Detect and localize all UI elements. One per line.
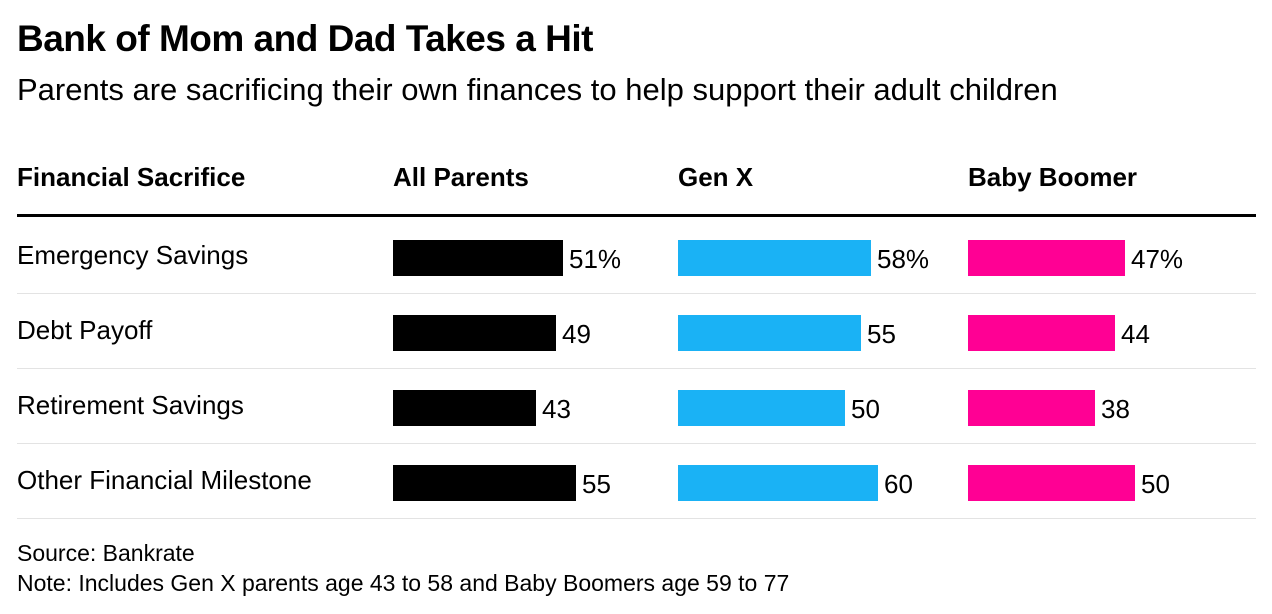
series-header-baby-boomer: Baby Boomer [968,162,1138,192]
data-label: 43 [542,394,571,424]
category-label: Retirement Savings [17,390,244,420]
data-label: 38 [1101,394,1130,424]
footnote: Note: Includes Gen X parents age 43 to 5… [17,570,790,596]
category-column-header: Financial Sacrifice [17,162,246,192]
series-header-gen-x: Gen X [678,162,754,192]
row-divider [17,293,1256,294]
header-divider [17,214,1256,217]
data-label: 55 [867,319,896,349]
data-label: 49 [562,319,591,349]
row-divider [17,368,1256,369]
chart-title: Bank of Mom and Dad Takes a Hit [17,18,593,59]
category-label: Emergency Savings [17,240,249,270]
source-note: Source: Bankrate [17,540,195,566]
data-label: 55 [582,469,611,499]
data-label: 51% [569,244,622,274]
bar-all-parents [393,390,536,426]
bar-baby-boomer [968,465,1135,501]
data-label: 44 [1121,319,1150,349]
bar-gen-x [678,240,871,276]
row-divider [17,443,1256,444]
bar-gen-x [678,315,861,351]
data-label: 50 [1141,469,1170,499]
bar-all-parents [393,315,556,351]
bar-baby-boomer [968,315,1115,351]
bar-all-parents [393,240,563,276]
chart-subtitle: Parents are sacrificing their own financ… [17,72,1058,107]
bar-baby-boomer [968,390,1095,426]
data-label: 58% [877,244,930,274]
category-label: Other Financial Milestone [17,465,312,495]
data-label: 60 [884,469,913,499]
bar-all-parents [393,465,576,501]
bar-gen-x [678,465,878,501]
data-label: 50 [851,394,880,424]
row-divider [17,518,1256,519]
bar-gen-x [678,390,845,426]
series-header-all-parents: All Parents [393,162,529,192]
bar-baby-boomer [968,240,1125,276]
data-label: 47% [1131,244,1184,274]
category-label: Debt Payoff [17,315,153,345]
